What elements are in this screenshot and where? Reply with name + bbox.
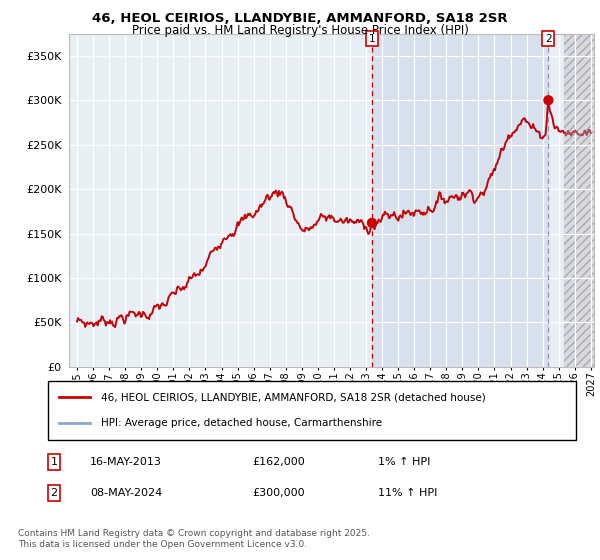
- Text: 16-MAY-2013: 16-MAY-2013: [90, 457, 162, 467]
- Point: [367, 218, 377, 227]
- Point: [544, 96, 553, 105]
- Text: 1: 1: [50, 457, 58, 467]
- Text: 46, HEOL CEIRIOS, LLANDYBIE, AMMANFORD, SA18 2SR (detached house): 46, HEOL CEIRIOS, LLANDYBIE, AMMANFORD, …: [101, 392, 485, 402]
- Text: 2: 2: [50, 488, 58, 498]
- Text: 46, HEOL CEIRIOS, LLANDYBIE, AMMANFORD, SA18 2SR: 46, HEOL CEIRIOS, LLANDYBIE, AMMANFORD, …: [92, 12, 508, 25]
- Bar: [564, 34, 594, 367]
- Bar: [372, 34, 548, 367]
- Text: HPI: Average price, detached house, Carmarthenshire: HPI: Average price, detached house, Carm…: [101, 418, 382, 428]
- Text: £300,000: £300,000: [252, 488, 305, 498]
- Bar: [564, 34, 594, 367]
- Text: 1: 1: [368, 34, 375, 44]
- Text: 08-MAY-2024: 08-MAY-2024: [90, 488, 162, 498]
- Text: 2: 2: [545, 34, 552, 44]
- Text: 11% ↑ HPI: 11% ↑ HPI: [378, 488, 437, 498]
- Text: 1% ↑ HPI: 1% ↑ HPI: [378, 457, 430, 467]
- Text: Contains HM Land Registry data © Crown copyright and database right 2025.
This d: Contains HM Land Registry data © Crown c…: [18, 529, 370, 549]
- Text: £162,000: £162,000: [252, 457, 305, 467]
- Text: Price paid vs. HM Land Registry's House Price Index (HPI): Price paid vs. HM Land Registry's House …: [131, 24, 469, 36]
- FancyBboxPatch shape: [48, 381, 576, 440]
